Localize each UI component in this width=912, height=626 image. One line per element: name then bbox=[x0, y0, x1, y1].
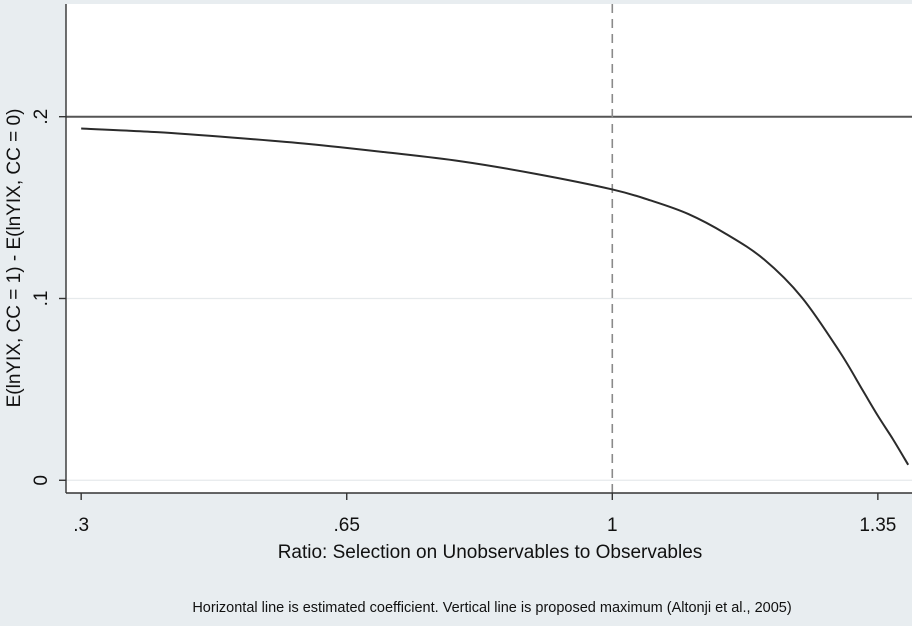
reference-lines bbox=[66, 4, 912, 493]
y-tick-label: 0 bbox=[31, 475, 52, 486]
x-axis-label: Ratio: Selection on Unobservables to Obs… bbox=[278, 542, 703, 563]
plot-area bbox=[66, 4, 912, 493]
series-layer bbox=[81, 127, 910, 466]
y-tick-label: .2 bbox=[31, 109, 52, 125]
x-tick-label: 1.35 bbox=[859, 515, 896, 536]
series-line bbox=[81, 127, 910, 466]
y-tick-label: .1 bbox=[31, 291, 52, 307]
x-tick-label: .3 bbox=[73, 515, 89, 536]
chart-note: Horizontal line is estimated coefficient… bbox=[192, 600, 791, 616]
x-tick-label: 1 bbox=[607, 515, 618, 536]
x-tick-label: .65 bbox=[334, 515, 360, 536]
axes: 0 .1 .2 .3 .65 1 1.35 bbox=[31, 4, 912, 536]
y-axis-label: E(lnYIX, CC = 1) - E(lnYIX, CC = 0) bbox=[4, 109, 25, 408]
